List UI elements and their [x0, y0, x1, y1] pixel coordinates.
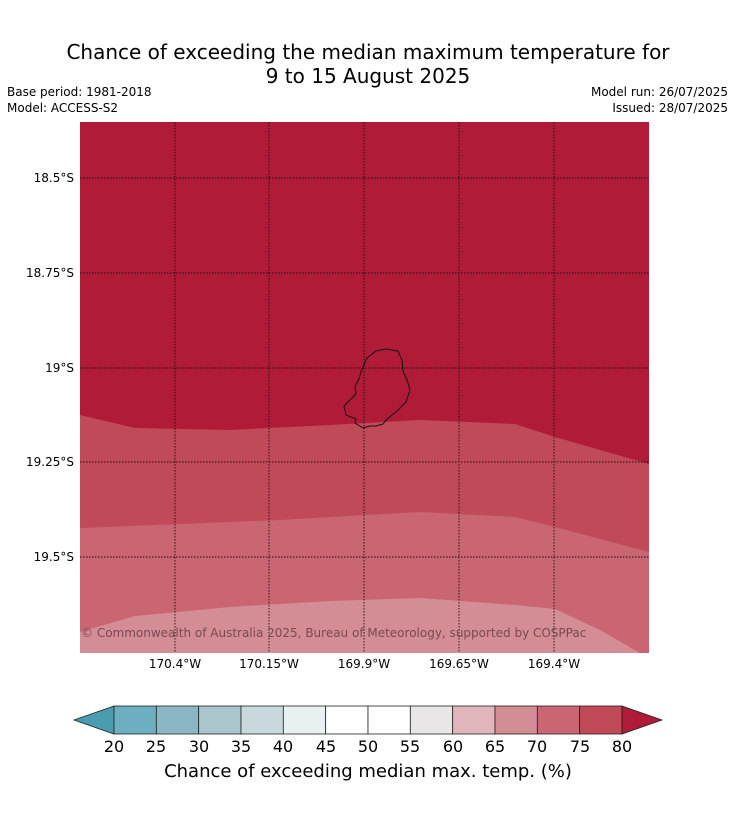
model-run-text: Model run: 26/07/2025	[590, 85, 728, 99]
issued-text: Issued: 28/07/2025	[612, 101, 728, 115]
lat-label-18.5: 18.5°S	[33, 171, 74, 185]
colorbar-bin-55-60	[409, 705, 454, 735]
colorbar-bin-45-50	[325, 705, 369, 735]
forecast-map: © Commonwealth of Australia 2025, Bureau…	[80, 122, 649, 653]
band-65-70	[80, 598, 640, 653]
lat-label-18.75: 18.75°S	[26, 266, 74, 280]
colorbar-bin-65-70	[494, 705, 538, 735]
lon-label-169.65: 169.65°W	[429, 657, 489, 671]
graticule	[80, 122, 649, 653]
lon-label-169.4: 169.4°W	[527, 657, 581, 671]
colorbar-tick-20: 20	[103, 737, 125, 756]
map-title-line2: 9 to 15 August 2025	[265, 64, 471, 88]
model-text: Model: ACCESS-S2	[7, 101, 119, 115]
colorbar-bin-40-45	[282, 705, 327, 735]
colorbar-tick-65: 65	[484, 737, 506, 756]
lat-label-19.25: 19.25°S	[26, 455, 74, 469]
colorbar-extend-low	[72, 705, 115, 735]
colorbar-tick-80: 80	[611, 737, 633, 756]
map-title-line1: Chance of exceeding the median maximum t…	[66, 40, 670, 64]
colorbar-bin-70-75	[536, 705, 581, 735]
colorbar-tick-45: 45	[315, 737, 337, 756]
colorbar-tick-25: 25	[145, 737, 167, 756]
colorbar-title: Chance of exceeding median max. temp. (%…	[164, 761, 572, 782]
colorbar-tick-50: 50	[357, 737, 379, 756]
base-period-text: Base period: 1981-2018	[7, 85, 152, 99]
colorbar-bin-35-40	[240, 705, 284, 735]
copyright-text: © Commonwealth of Australia 2025, Bureau…	[81, 626, 586, 640]
lon-label-169.9: 169.9°W	[337, 657, 391, 671]
lat-label-19: 19°S	[45, 361, 74, 375]
lon-label-170.4: 170.4°W	[148, 657, 202, 671]
colorbar-tick-60: 60	[442, 737, 464, 756]
island-coastline	[343, 348, 411, 429]
colorbar-bin-75-80	[579, 705, 623, 735]
colorbar-bin-60-65	[452, 705, 496, 735]
colorbar-bin-20-25	[113, 705, 157, 735]
lon-label-170.15: 170.15°W	[239, 657, 299, 671]
colorbar-tick-35: 35	[230, 737, 252, 756]
colorbar-bin-50-55	[367, 705, 411, 735]
colorbar-tick-75: 75	[569, 737, 591, 756]
colorbar-bin-30-35	[198, 705, 242, 735]
colorbar-bin-25-30	[155, 705, 200, 735]
colorbar-tick-30: 30	[188, 737, 210, 756]
lat-label-19.5: 19.5°S	[33, 550, 74, 564]
colorbar-tick-70: 70	[526, 737, 548, 756]
colorbar-tick-55: 55	[399, 737, 421, 756]
colorbar	[72, 705, 664, 735]
colorbar-tick-40: 40	[272, 737, 294, 756]
colorbar-extend-high	[621, 705, 664, 735]
